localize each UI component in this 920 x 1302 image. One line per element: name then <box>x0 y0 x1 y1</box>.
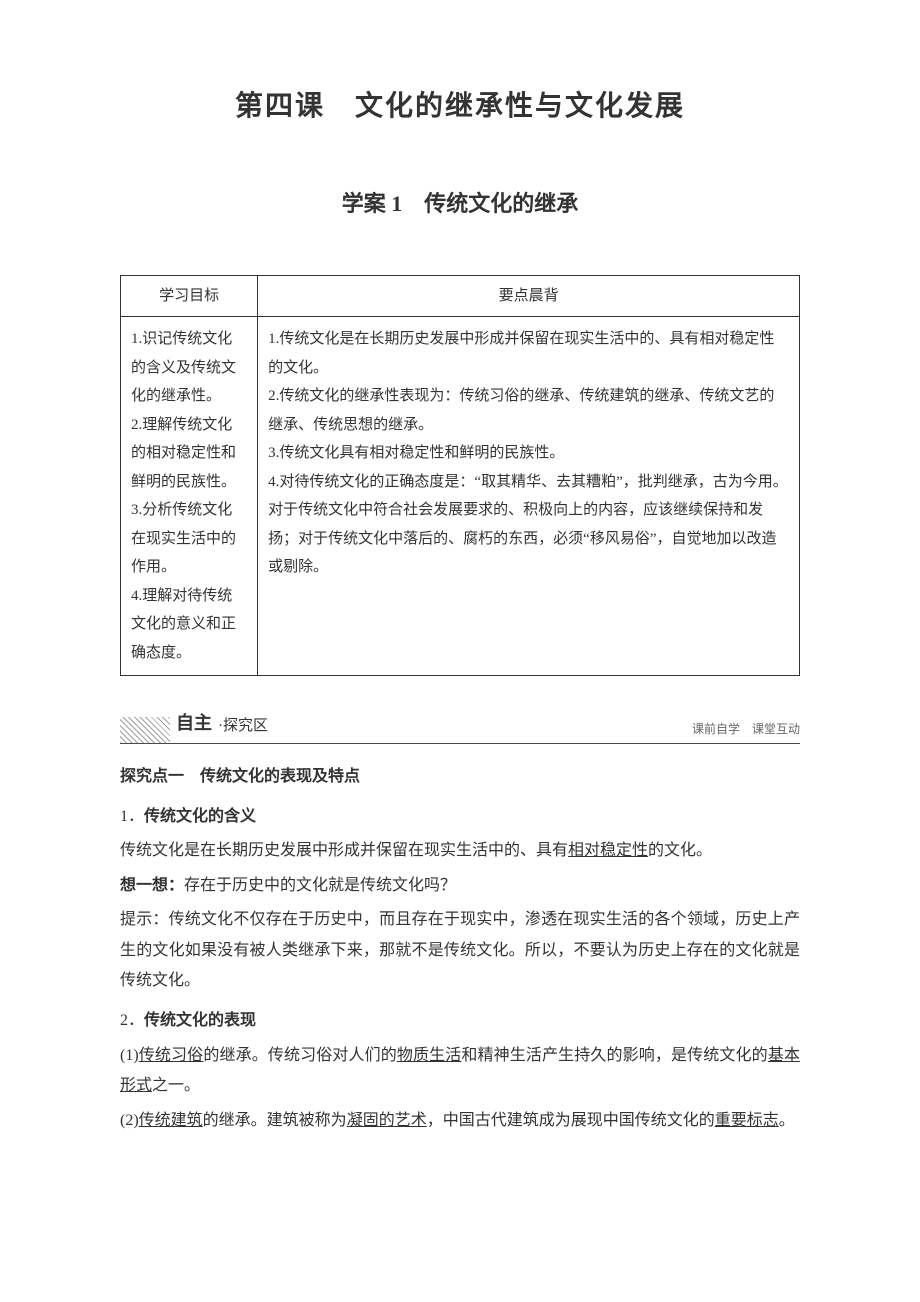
item1-num: 1． <box>120 808 144 825</box>
item2-heading: 2．传统文化的表现 <box>120 1006 800 1036</box>
hint: 提示：传统文化不仅存在于历史中，而且存在于现实中，渗透在现实生活的各个领域，历史… <box>120 905 800 996</box>
lesson-title: 第四课 文化的继承性与文化发展 <box>120 80 800 133</box>
td-goals: 1.识记传统文化的含义及传统文化的继承性。2.理解传统文化的相对稳定性和鲜明的民… <box>121 317 258 676</box>
item1-definition: 传统文化是在长期历史发展中形成并保留在现实生活中的、具有相对稳定性的文化。 <box>120 836 800 866</box>
p1-u1: 传统习俗 <box>139 1047 204 1064</box>
p2-a: (2) <box>120 1112 139 1129</box>
item2-p2: (2)传统建筑的继承。建筑被称为凝固的艺术，中国古代建筑成为展现中国传统文化的重… <box>120 1106 800 1136</box>
section-label: 自主 <box>176 706 212 742</box>
item1-title: 传统文化的含义 <box>144 808 256 825</box>
case-title: 学案 1 传统文化的继承 <box>120 183 800 225</box>
think-question: 想一想：存在于历史中的文化就是传统文化吗？ <box>120 871 800 901</box>
p2-u2: 凝固的艺术 <box>347 1112 427 1129</box>
hatch-decoration <box>120 717 170 743</box>
section-right-note: 课前自学 课堂互动 <box>692 718 800 743</box>
think-label: 想一想： <box>120 877 184 894</box>
item2-p1: (1)传统习俗的继承。传统习俗对人们的物质生活和精神生活产生持久的影响，是传统文… <box>120 1041 800 1102</box>
td-keypoints: 1.传统文化是在长期历史发展中形成并保留在现实生活中的、具有相对稳定性的文化。2… <box>258 317 800 676</box>
p1-d: 之一。 <box>152 1077 200 1094</box>
item2-num: 2． <box>120 1012 144 1029</box>
p1-u2: 物质生活 <box>397 1047 462 1064</box>
p1-c: 和精神生活产生持久的影响，是传统文化的 <box>461 1047 767 1064</box>
objectives-table: 学习目标 要点晨背 1.识记传统文化的含义及传统文化的继承性。2.理解传统文化的… <box>120 275 800 677</box>
think-body: 存在于历史中的文化就是传统文化吗？ <box>184 877 456 894</box>
section-sub: ·探究区 <box>218 712 268 743</box>
def-after: 的文化。 <box>648 842 712 859</box>
p2-u1: 传统建筑 <box>139 1112 203 1129</box>
item2-title: 传统文化的表现 <box>144 1012 256 1029</box>
p2-c: ，中国古代建筑成为展现中国传统文化的 <box>427 1112 715 1129</box>
p2-d: 。 <box>779 1112 795 1129</box>
section-header: 自主 ·探究区 课前自学 课堂互动 <box>120 706 800 743</box>
th-left: 学习目标 <box>121 275 258 317</box>
table-header-row: 学习目标 要点晨背 <box>121 275 800 317</box>
p2-b: 的继承。建筑被称为 <box>203 1112 347 1129</box>
table-row: 1.识记传统文化的含义及传统文化的继承性。2.理解传统文化的相对稳定性和鲜明的民… <box>121 317 800 676</box>
p1-b: 的继承。传统习俗对人们的 <box>203 1047 397 1064</box>
p1-a: (1) <box>120 1047 139 1064</box>
item1-heading: 1．传统文化的含义 <box>120 802 800 832</box>
th-right: 要点晨背 <box>258 275 800 317</box>
topic-heading: 探究点一 传统文化的表现及特点 <box>120 762 800 792</box>
def-before: 传统文化是在长期历史发展中形成并保留在现实生活中的、具有 <box>120 842 568 859</box>
hint-body: 传统文化不仅存在于历史中，而且存在于现实中，渗透在现实生活的各个领域，历史上产生… <box>120 911 800 989</box>
p2-u3: 重要标志 <box>715 1112 779 1129</box>
def-underline: 相对稳定性 <box>568 842 648 859</box>
hint-label: 提示： <box>120 911 169 928</box>
